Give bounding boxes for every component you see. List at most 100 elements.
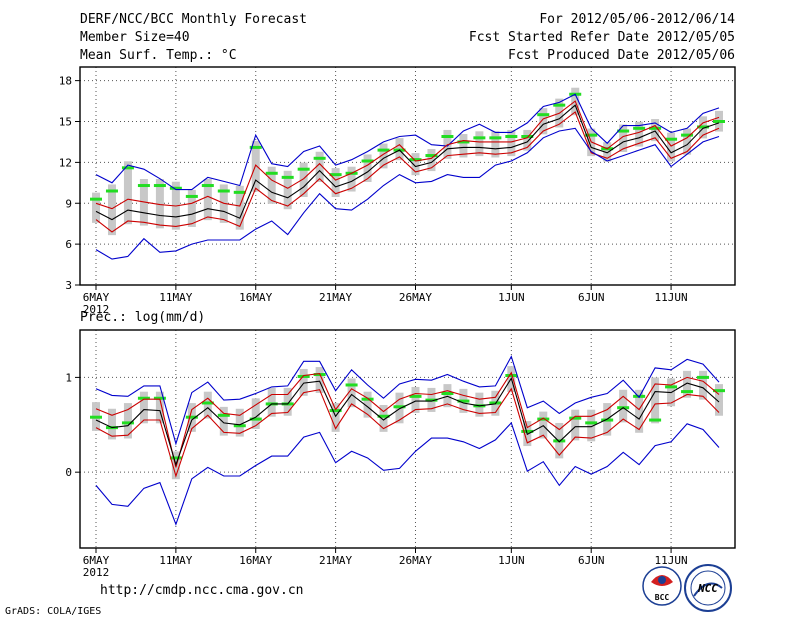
spread-box: [635, 389, 644, 433]
spread-box: [235, 185, 244, 230]
spread-box: [107, 184, 116, 236]
year-label: 2012: [83, 303, 110, 316]
spread-box: [123, 403, 132, 439]
spread-box: [267, 166, 276, 204]
spread-box: [347, 378, 356, 408]
spread-box: [683, 370, 692, 398]
spread-box: [155, 178, 164, 229]
series-line-mean: [95, 376, 720, 467]
spread-box: [459, 134, 468, 158]
series-line-lower: [95, 111, 720, 233]
x-tick-label: 6MAY: [83, 291, 110, 304]
x-tick-label: 16MAY: [239, 554, 272, 567]
spread-box: [123, 161, 132, 225]
spread-box: [475, 131, 484, 157]
series-line-min: [95, 127, 720, 260]
spread-box: [267, 387, 276, 417]
spread-box: [379, 404, 388, 432]
y-tick-label: 15: [59, 116, 72, 129]
spread-box: [651, 377, 660, 424]
spread-box: [299, 368, 308, 396]
plot-frame: [79, 66, 736, 286]
x-tick-label: 1JUN: [498, 554, 525, 567]
spread-box: [699, 370, 708, 400]
series-line-max: [95, 93, 720, 191]
grads-credit: GrADS: COLA/IGES: [5, 606, 101, 617]
spread-box: [92, 192, 100, 223]
spread-box: [347, 166, 356, 192]
x-tick-label: 26MAY: [399, 554, 432, 567]
x-tick-label: 11MAY: [159, 554, 192, 567]
started-refer-date: Fcst Started Refer Date 2012/05/05: [469, 30, 735, 45]
series-line-min: [95, 421, 720, 526]
spread-box: [235, 408, 244, 437]
spread-box: [587, 409, 596, 442]
spread-box: [571, 409, 580, 441]
spread-box: [299, 162, 308, 197]
spread-box: [683, 128, 692, 155]
x-tick-label: 6JUN: [578, 554, 605, 567]
spread-box: [651, 119, 660, 142]
x-tick-label: 11JUN: [655, 291, 688, 304]
y-tick-label: 1: [65, 371, 72, 384]
x-tick-label: 6JUN: [578, 291, 605, 304]
x-tick-label: 11MAY: [159, 291, 192, 304]
spread-box: [203, 178, 212, 221]
x-tick-label: 11JUN: [655, 554, 688, 567]
spread-box: [363, 154, 372, 182]
panel1-label: Mean Surf. Temp.: °C: [80, 48, 237, 63]
spread-box: [443, 384, 452, 408]
spread-box: [619, 124, 628, 153]
spread-box: [411, 386, 420, 413]
spread-box: [107, 408, 116, 440]
x-tick-label: 21MAY: [319, 291, 352, 304]
spread-box: [667, 132, 676, 162]
y-tick-label: 3: [65, 279, 72, 292]
spread-box: [203, 391, 212, 419]
spread-box: [427, 149, 436, 172]
spread-box: [315, 367, 324, 393]
member-size: Member Size=40: [80, 30, 190, 45]
x-tick-label: 6MAY: [83, 554, 110, 567]
ncc-logo: NCC: [684, 564, 732, 612]
spread-box: [331, 403, 340, 432]
series-line-mean: [95, 104, 720, 221]
spread-box: [219, 406, 228, 436]
spread-box: [187, 189, 196, 227]
bcc-logo: BCC: [642, 566, 682, 606]
spread-box: [619, 389, 628, 423]
x-tick-label: 21MAY: [319, 554, 352, 567]
y-tick-label: 12: [59, 156, 72, 169]
series-line-upper: [95, 371, 720, 468]
source-url: http://cmdp.ncc.cma.gov.cn: [100, 583, 304, 598]
y-tick-label: 9: [65, 197, 72, 210]
y-tick-label: 6: [65, 238, 72, 251]
spread-box: [635, 121, 644, 147]
spread-box: [411, 153, 420, 176]
spread-box: [363, 391, 372, 418]
x-tick-label: 16MAY: [239, 291, 272, 304]
year-label: 2012: [83, 566, 110, 579]
series-line-lower: [95, 387, 720, 478]
x-tick-label: 26MAY: [399, 291, 432, 304]
y-tick-label: 0: [65, 466, 72, 479]
spread-box: [379, 143, 388, 169]
spread-box: [523, 129, 532, 151]
spread-box: [155, 391, 164, 424]
spread-box: [251, 398, 260, 430]
spread-box: [539, 411, 548, 439]
panel2-label: Prec.: log(mm/d): [80, 310, 205, 325]
x-tick-label: 1JUN: [498, 291, 525, 304]
ncc-wave-icon: [693, 582, 723, 597]
chart-title: DERF/NCC/BCC Monthly Forecast: [80, 12, 307, 27]
series-line-max: [95, 355, 720, 446]
bcc-logo-text: BCC: [655, 593, 670, 602]
y-tick-label: 18: [59, 75, 72, 88]
spread-box: [507, 129, 516, 157]
spread-box: [139, 391, 148, 424]
forecast-period: For 2012/05/06-2012/06/14: [539, 12, 735, 27]
ncc-logo-text: NCC: [697, 582, 718, 595]
spread-box: [491, 131, 500, 158]
